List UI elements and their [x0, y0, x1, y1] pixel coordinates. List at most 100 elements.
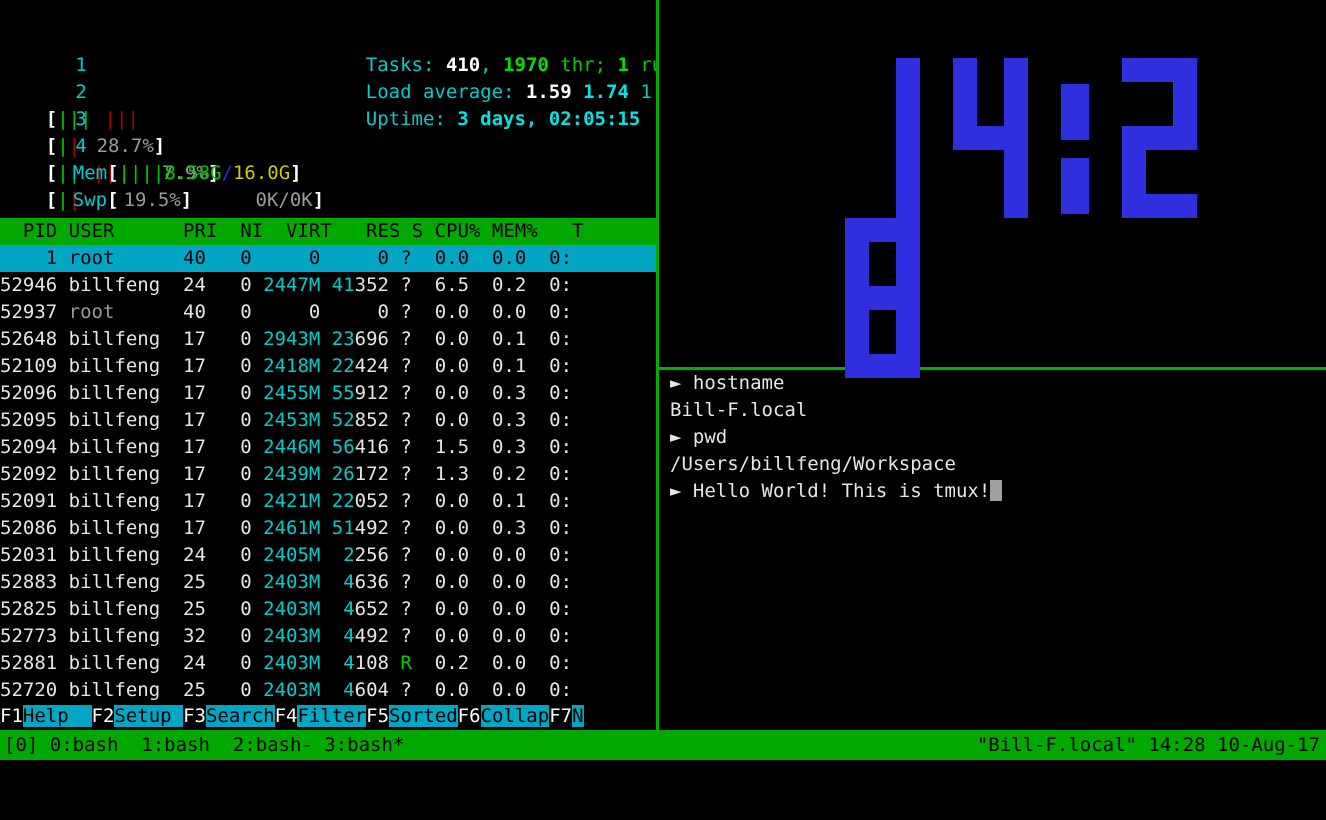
cell-cpu: 0.0: [411, 328, 470, 350]
fkey-f4[interactable]: F4: [274, 705, 298, 727]
table-row[interactable]: 52937 root 40 0 0 0 ? 0.0 0.0 0:: [0, 299, 656, 326]
cell-user: billfeng: [57, 517, 172, 539]
fkey-f6[interactable]: F6: [457, 705, 481, 727]
table-row[interactable]: 52031 billfeng 24 0 2405M 2256 ? 0.0 0.0…: [0, 542, 656, 569]
cell-cpu: 0.0: [411, 571, 470, 593]
fkey-f3[interactable]: F3: [183, 705, 206, 727]
table-row[interactable]: 52825 billfeng 25 0 2403M 4652 ? 0.0 0.0…: [0, 596, 656, 623]
table-row[interactable]: 52091 billfeng 17 0 2421M 22052 ? 0.0 0.…: [0, 488, 656, 515]
horizontal-pane-divider[interactable]: [659, 367, 1326, 370]
function-key-bar[interactable]: F1Help F2Setup F3SearchF4FilterF5SortedF…: [0, 703, 656, 728]
table-row[interactable]: 52883 billfeng 25 0 2403M 4636 ? 0.0 0.0…: [0, 569, 656, 596]
shell-text: /Users/billfeng/Workspace: [670, 453, 956, 475]
cell-cpu: 1.5: [411, 436, 470, 458]
cell-pri: 17: [171, 328, 206, 350]
cell-pid: 52881: [0, 652, 58, 674]
cell-pid: 52096: [0, 382, 58, 404]
cell-pid: 52091: [0, 490, 58, 512]
process-table-header[interactable]: PID USER PRI NI VIRT RES S CPU% MEM% T: [0, 218, 656, 245]
table-row[interactable]: 52094 billfeng 17 0 2446M 56416 ? 1.5 0.…: [0, 434, 656, 461]
fkey-label-f6[interactable]: Collap: [480, 705, 550, 727]
cell-res: 26172: [320, 463, 389, 485]
cell-res: 2256: [320, 544, 389, 566]
fkey-f2[interactable]: F2: [91, 705, 115, 727]
cell-time: 0:: [526, 247, 573, 269]
cell-time: 0:: [526, 301, 573, 323]
cell-state: ?: [388, 274, 412, 296]
cell-pri: 24: [171, 544, 206, 566]
cell-user: billfeng: [57, 355, 172, 377]
table-row[interactable]: 1 root 40 0 0 0 ? 0.0 0.0 0:: [0, 245, 656, 272]
cell-pri: 17: [171, 382, 206, 404]
cell-res: 4652: [320, 598, 389, 620]
fkey-label-f1[interactable]: Help: [22, 705, 92, 727]
table-row[interactable]: 52946 billfeng 24 0 2447M 41352 ? 6.5 0.…: [0, 272, 656, 299]
fkey-label-f2[interactable]: Setup: [114, 705, 184, 727]
prompt-arrow-icon: ►: [670, 426, 693, 448]
table-row[interactable]: 52095 billfeng 17 0 2453M 52852 ? 0.0 0.…: [0, 407, 656, 434]
cell-time: 0:: [526, 625, 573, 647]
table-row[interactable]: 52720 billfeng 25 0 2403M 4604 ? 0.0 0.0…: [0, 677, 656, 704]
bracket-open: [: [45, 108, 58, 130]
fkey-label-f5[interactable]: Sorted: [389, 705, 458, 727]
cpu-meter-4: 4 [|| 8.7%]: [0, 106, 219, 238]
cell-ni: 0: [205, 436, 252, 458]
clock-digit: [953, 58, 1028, 218]
shell-text: pwd: [692, 426, 728, 448]
cell-cpu: 0.0: [411, 301, 470, 323]
cell-res: 0: [377, 247, 389, 269]
shell-command-line: ► pwd: [662, 424, 1326, 451]
cell-user: billfeng: [57, 544, 172, 566]
table-row[interactable]: 52648 billfeng 17 0 2943M 23696 ? 0.0 0.…: [0, 326, 656, 353]
cell-mem: 0.2: [469, 274, 527, 296]
clock-pane[interactable]: [659, 0, 1326, 378]
load-average-line: Load average: 1.59 1.74 1.: [320, 52, 656, 103]
fkey-label-f4[interactable]: Filter: [297, 705, 367, 727]
cpu-label: 3: [75, 108, 87, 130]
table-row[interactable]: 52086 billfeng 17 0 2461M 51492 ? 0.0 0.…: [0, 515, 656, 542]
cell-state: ?: [388, 355, 412, 377]
clock-digit: [1122, 58, 1197, 218]
cell-mem: 0.0: [469, 544, 527, 566]
fkey-f7[interactable]: F7: [549, 705, 573, 727]
cell-time: 0:: [526, 409, 573, 431]
vertical-pane-divider[interactable]: [656, 0, 659, 730]
cell-cpu: 0.0: [411, 598, 470, 620]
load-5min: 1.74: [583, 81, 629, 103]
cell-mem: 0.1: [469, 490, 527, 512]
bracket-close: ]: [312, 189, 325, 211]
cell-pri: 32: [171, 625, 206, 647]
memory-meter: Mem[||||8.58G/16.0G]: [0, 133, 302, 184]
cell-mem: 0.3: [469, 382, 527, 404]
fkey-label-f7[interactable]: N: [572, 705, 584, 727]
cell-cpu: 0.2: [411, 652, 470, 674]
cpu-meter-2: 2 [|| 7.9%]: [0, 52, 219, 184]
fkey-f5[interactable]: F5: [366, 705, 390, 727]
table-row[interactable]: 52096 billfeng 17 0 2455M 55912 ? 0.0 0.…: [0, 380, 656, 407]
bracket-close: ]: [290, 162, 302, 184]
cell-res: 4492: [320, 625, 389, 647]
cell-ni: 0: [205, 328, 252, 350]
shell-pane[interactable]: ► hostname Bill-F.local ► pwd/Users/billfe…: [662, 370, 1326, 728]
cell-virt: 2403M: [251, 598, 321, 620]
cell-res: 4108: [320, 652, 389, 674]
cpu-percent: 7.9%: [162, 162, 208, 184]
tasks-count: 410: [445, 54, 481, 76]
table-row[interactable]: 52092 billfeng 17 0 2439M 26172 ? 1.3 0.…: [0, 461, 656, 488]
table-row[interactable]: 52881 billfeng 24 0 2403M 4108 R 0.2 0.0…: [0, 650, 656, 677]
cell-virt: 2943M: [251, 328, 321, 350]
htop-pane[interactable]: 1 [||| ||| 28.7%] 2 [|| 7.9%] 3 [|| || 19.…: [0, 0, 656, 728]
cpu-meter-1: 1 [||| ||| 28.7%]: [0, 25, 165, 157]
cell-mem: 0.3: [469, 409, 527, 431]
cell-ni: 0: [205, 571, 252, 593]
table-row[interactable]: 52773 billfeng 32 0 2403M 4492 ? 0.0 0.0…: [0, 623, 656, 650]
cell-mem: 0.2: [469, 463, 527, 485]
fkey-f1[interactable]: F1: [0, 705, 23, 727]
cell-virt: 2403M: [251, 625, 321, 647]
tmux-status-bar[interactable]: [0] 0:bash 1:bash 2:bash- 3:bash* "Bill-…: [0, 730, 1326, 760]
fkey-label-f3[interactable]: Search: [205, 705, 275, 727]
cell-user: billfeng: [57, 436, 172, 458]
cell-pid: 52109: [0, 355, 58, 377]
table-row[interactable]: 52109 billfeng 17 0 2418M 22424 ? 0.0 0.…: [0, 353, 656, 380]
status-left-windows[interactable]: [0] 0:bash 1:bash 2:bash- 3:bash*: [4, 734, 405, 756]
